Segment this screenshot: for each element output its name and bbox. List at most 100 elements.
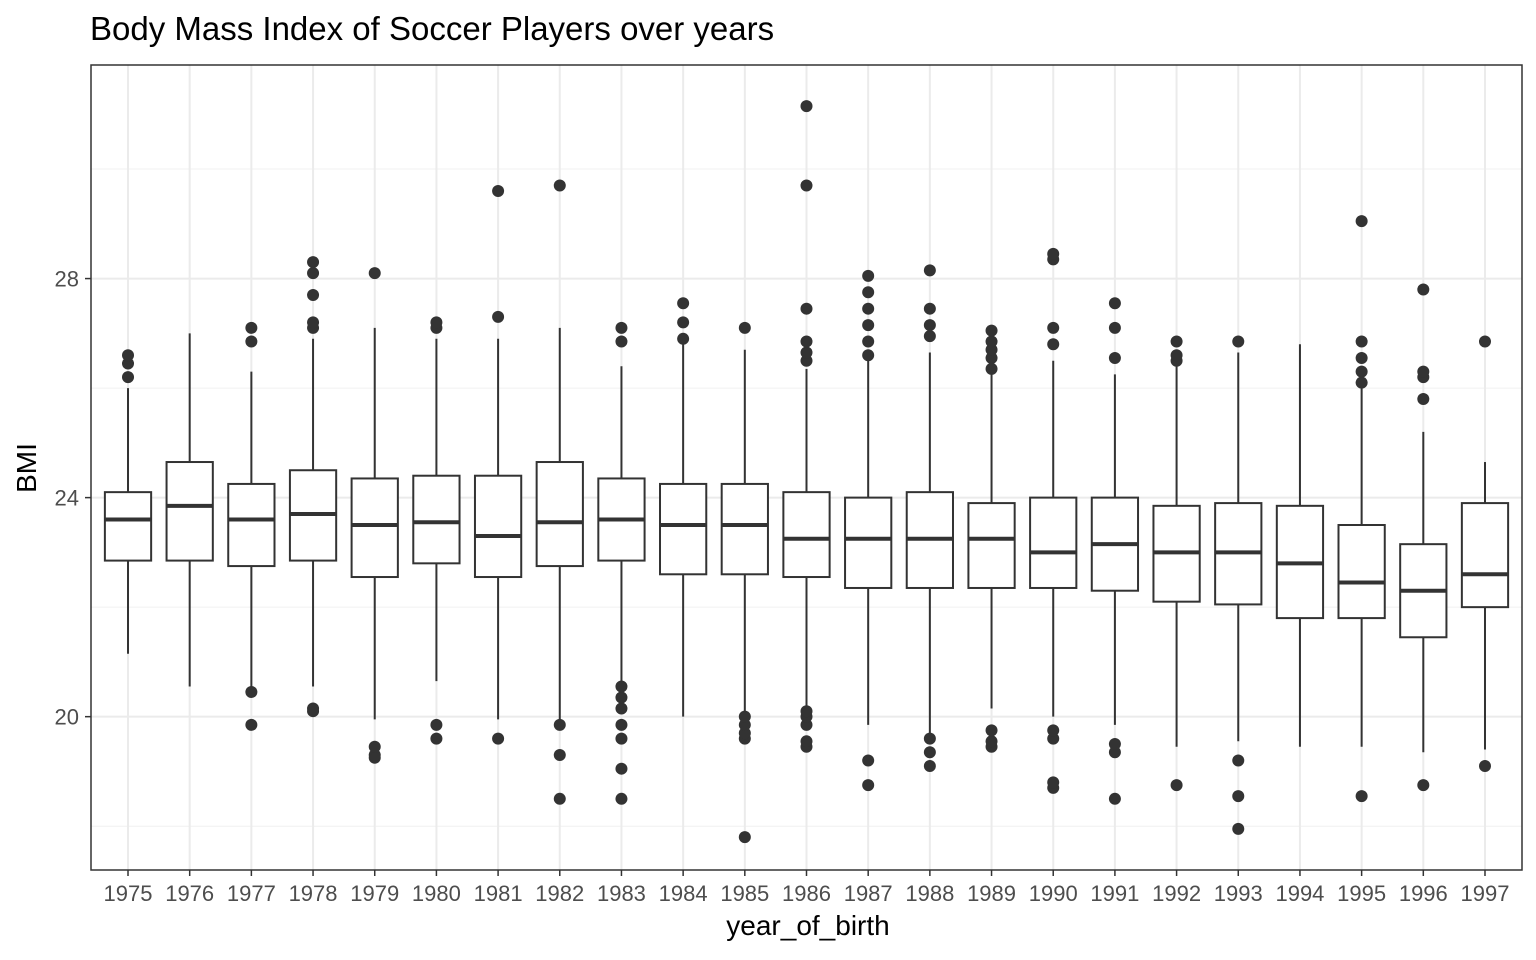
- x-tick-label: 1987: [844, 881, 893, 906]
- box-iqr: [1460, 502, 1510, 609]
- box-1979: [350, 267, 399, 764]
- outlier-point: [862, 335, 875, 348]
- outlier-point: [923, 759, 936, 772]
- outlier-point: [800, 335, 813, 348]
- x-tick-label: 1986: [782, 881, 831, 906]
- box-1987: [844, 269, 893, 792]
- outlier-point: [923, 330, 936, 343]
- box-1981: [473, 184, 523, 745]
- outlier-point: [553, 718, 566, 731]
- box-iqr: [165, 461, 214, 562]
- y-tick-label: 24: [55, 486, 79, 511]
- chart-title: Body Mass Index of Soccer Players over y…: [90, 10, 775, 47]
- outlier-point: [492, 184, 505, 197]
- box-iqr: [350, 477, 399, 579]
- box-1975: [103, 349, 153, 654]
- outlier-point: [1355, 376, 1368, 389]
- outlier-point: [615, 732, 628, 745]
- outlier-point: [307, 267, 320, 280]
- outlier-point: [615, 702, 628, 715]
- outlier-point: [923, 732, 936, 745]
- outlier-point: [923, 302, 936, 315]
- y-tick-label: 20: [55, 705, 79, 730]
- outlier-point: [307, 256, 320, 269]
- outlier-point: [1047, 732, 1060, 745]
- outlier-point: [615, 680, 628, 693]
- outlier-point: [677, 297, 690, 310]
- outlier-point: [1417, 393, 1430, 406]
- box-1994: [1275, 344, 1325, 747]
- x-tick-label: 1981: [474, 881, 523, 906]
- outlier-point: [1108, 738, 1121, 751]
- outlier-point: [862, 779, 875, 792]
- outlier-point: [1355, 365, 1368, 378]
- outlier-point: [307, 316, 320, 329]
- box-iqr: [412, 474, 461, 565]
- outlier-point: [1355, 351, 1368, 364]
- outlier-point: [800, 718, 813, 731]
- outlier-point: [1232, 822, 1245, 835]
- x-tick-label: 1975: [104, 881, 153, 906]
- outlier-point: [1417, 365, 1430, 378]
- outlier-point: [553, 792, 566, 805]
- x-tick-label: 1993: [1214, 881, 1263, 906]
- outlier-point: [1108, 792, 1121, 805]
- outlier-point: [985, 324, 998, 337]
- outlier-point: [738, 710, 751, 723]
- x-tick-label: 1983: [597, 881, 646, 906]
- box-1977: [227, 321, 276, 731]
- box-1976: [165, 333, 214, 687]
- x-tick-label: 1978: [289, 881, 338, 906]
- outlier-point: [862, 269, 875, 282]
- outlier-point: [862, 286, 875, 299]
- outlier-point: [492, 310, 505, 323]
- outlier-point: [368, 749, 381, 761]
- outlier-point: [245, 321, 258, 334]
- outlier-point: [1047, 321, 1060, 334]
- outlier-point: [430, 718, 443, 731]
- x-tick-label: 1991: [1090, 881, 1139, 906]
- x-tick-label: 1977: [227, 881, 276, 906]
- outlier-point: [1355, 215, 1368, 228]
- box-iqr: [227, 482, 276, 568]
- outlier-point: [800, 735, 813, 748]
- outlier-point: [800, 705, 813, 718]
- box-iqr: [1029, 496, 1078, 589]
- x-tick-label: 1994: [1275, 881, 1324, 906]
- outlier-point: [1355, 790, 1368, 803]
- axes-layer: 20 24 28 1975 1976 1977 1978 1979 1980 1981 1982 19…: [55, 267, 1510, 906]
- outlier-point: [307, 289, 320, 301]
- box-iqr: [720, 482, 769, 576]
- y-axis-label: BMI: [11, 443, 42, 493]
- outlier-point: [862, 349, 875, 362]
- outlier-point: [862, 302, 875, 315]
- box-iqr: [1337, 524, 1386, 620]
- x-tick-label: 1980: [412, 881, 461, 906]
- outlier-point: [1417, 779, 1430, 792]
- outlier-point: [615, 762, 628, 775]
- outlier-point: [1047, 338, 1060, 351]
- outlier-point: [122, 357, 135, 370]
- outlier-point: [1108, 297, 1121, 310]
- outlier-point: [1047, 247, 1060, 260]
- box-1983: [597, 321, 646, 805]
- outlier-point: [615, 321, 628, 334]
- outlier-point: [1170, 779, 1183, 792]
- box-1986: [782, 100, 831, 753]
- outlier-point: [553, 749, 566, 761]
- outlier-point: [985, 724, 998, 737]
- outlier-point: [985, 362, 998, 375]
- outlier-point: [862, 754, 875, 767]
- box-1993: [1214, 335, 1263, 835]
- outlier-point: [677, 332, 690, 345]
- outlier-point: [368, 740, 381, 753]
- outlier-point: [1478, 335, 1491, 348]
- box-1982: [535, 179, 584, 805]
- outlier-point: [800, 100, 813, 113]
- outlier-point: [430, 316, 443, 329]
- outlier-point: [738, 727, 751, 740]
- outlier-point: [430, 732, 443, 745]
- outlier-point: [1108, 746, 1121, 759]
- box-1992: [1152, 335, 1201, 792]
